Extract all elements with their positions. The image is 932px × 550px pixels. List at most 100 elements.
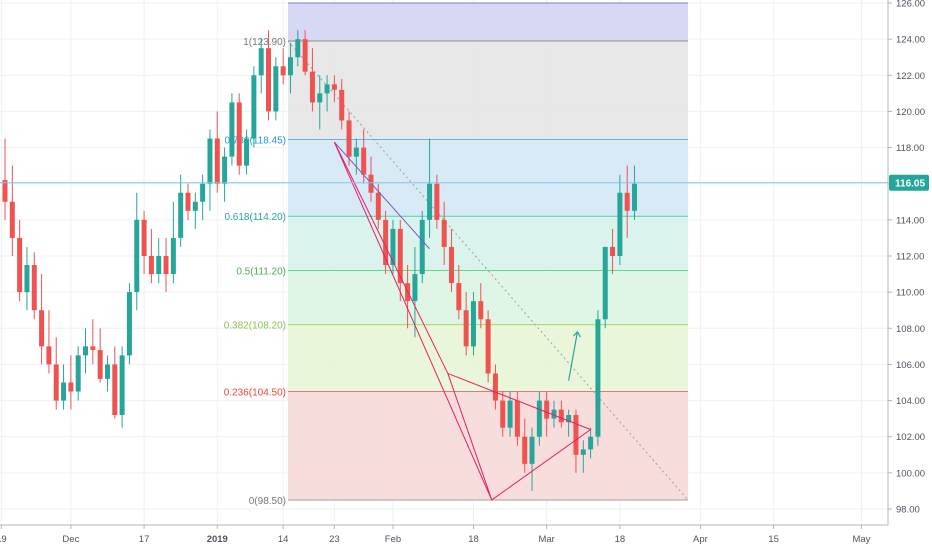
candle bbox=[236, 93, 242, 175]
time-tick-label: Dec bbox=[62, 534, 79, 545]
candle bbox=[2, 138, 8, 220]
time-tick-label: 17 bbox=[139, 534, 150, 545]
candle-body bbox=[331, 84, 337, 90]
candle-body bbox=[500, 400, 506, 428]
candle-body bbox=[39, 310, 45, 347]
fib-zone bbox=[288, 3, 688, 41]
candle bbox=[266, 30, 272, 121]
candle-body bbox=[529, 436, 535, 464]
candle-body bbox=[309, 71, 315, 103]
candle-body bbox=[302, 39, 308, 72]
candle-body bbox=[544, 400, 550, 419]
last-price-tag: 116.05 bbox=[889, 174, 929, 191]
candle bbox=[200, 174, 206, 220]
candle-body bbox=[178, 192, 184, 238]
candle-body bbox=[170, 237, 176, 275]
candle-body bbox=[75, 355, 81, 392]
fib-level-label: 0(98.50) bbox=[249, 496, 286, 507]
candle bbox=[273, 57, 279, 121]
up-arrow-shaft bbox=[568, 331, 579, 381]
price-tick-label: 126.00 bbox=[896, 0, 925, 10]
candle bbox=[251, 66, 257, 148]
candle-body bbox=[156, 256, 162, 275]
candle-body bbox=[200, 183, 206, 202]
trend-line-upper bbox=[334, 141, 430, 250]
candle-body bbox=[104, 364, 110, 379]
candle bbox=[31, 252, 37, 320]
candle-body bbox=[383, 219, 389, 266]
candle-body bbox=[244, 138, 250, 166]
candle-body bbox=[97, 349, 103, 379]
candle bbox=[624, 165, 630, 238]
candle-body bbox=[46, 346, 52, 365]
fib-level-label: 0.382(108.20) bbox=[224, 321, 286, 332]
time-tick-label: 18 bbox=[615, 534, 626, 545]
candle-body bbox=[17, 237, 23, 293]
candle-body bbox=[163, 256, 169, 275]
candle bbox=[346, 111, 352, 166]
candle bbox=[500, 391, 506, 437]
candle-body bbox=[375, 192, 381, 220]
candle-body bbox=[397, 228, 403, 284]
candle bbox=[580, 440, 586, 473]
price-tick-label: 120.00 bbox=[896, 107, 925, 118]
candle bbox=[207, 129, 213, 211]
candle-body bbox=[632, 183, 638, 211]
price-tick-label: 114.00 bbox=[896, 215, 924, 226]
candle-body bbox=[141, 219, 147, 256]
candle bbox=[24, 246, 30, 311]
candle-body bbox=[463, 310, 469, 347]
candle-body bbox=[566, 415, 572, 423]
candle bbox=[163, 237, 169, 293]
candle-body bbox=[236, 102, 242, 166]
candle bbox=[295, 30, 301, 67]
candle bbox=[126, 283, 132, 365]
candle bbox=[390, 219, 396, 275]
candle bbox=[492, 364, 498, 410]
candle-body bbox=[24, 265, 30, 293]
candle-body bbox=[287, 57, 293, 76]
candle bbox=[170, 201, 176, 284]
candle-body bbox=[361, 147, 367, 175]
candle bbox=[53, 337, 59, 410]
candle bbox=[104, 355, 110, 392]
candle-body bbox=[470, 301, 476, 347]
candle bbox=[119, 346, 125, 428]
candle bbox=[192, 192, 198, 229]
candle bbox=[470, 292, 476, 356]
candle bbox=[61, 364, 67, 410]
candle-body bbox=[624, 192, 630, 211]
candle-body bbox=[266, 48, 272, 112]
candle-body bbox=[573, 415, 579, 455]
candle-body bbox=[317, 93, 323, 103]
candle bbox=[551, 400, 557, 428]
candle bbox=[463, 292, 469, 356]
price-tick-label: 100.00 bbox=[896, 468, 925, 479]
candle-body bbox=[610, 246, 616, 256]
price-tick-label: 104.00 bbox=[896, 396, 925, 407]
candle-body bbox=[324, 84, 330, 94]
time-axis: 19 Dec 17 2019 14 23 Feb 18 Mar 18 Apr 15 May bbox=[0, 524, 888, 545]
time-tick-label: May bbox=[852, 534, 870, 545]
candle-body bbox=[580, 449, 586, 455]
candle-body bbox=[207, 138, 213, 184]
candle bbox=[156, 237, 162, 284]
candlesticks bbox=[2, 30, 638, 491]
candle-body bbox=[514, 400, 520, 437]
candle bbox=[112, 346, 118, 419]
fib-level-label: 0.618(114.20) bbox=[224, 212, 286, 223]
candle-body bbox=[112, 364, 118, 416]
candle bbox=[558, 400, 564, 428]
candle-body bbox=[31, 265, 37, 311]
candle bbox=[317, 75, 323, 130]
candle bbox=[602, 246, 608, 329]
candle-body bbox=[280, 66, 286, 76]
price-tick-label: 124.00 bbox=[896, 35, 925, 46]
candle bbox=[90, 319, 96, 365]
fib-level-label: 1(123.90) bbox=[243, 37, 286, 48]
price-tick-label: 110.00 bbox=[896, 288, 924, 299]
candle bbox=[507, 391, 513, 437]
candle-body bbox=[273, 66, 279, 112]
candle bbox=[485, 310, 491, 383]
candle-body bbox=[441, 219, 447, 247]
